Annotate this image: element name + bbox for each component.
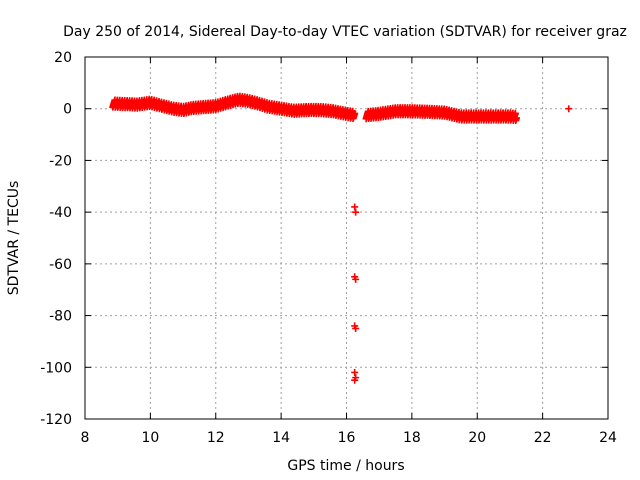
x-tick-label: 8 xyxy=(81,430,90,446)
y-tick-label: 0 xyxy=(63,102,72,118)
data-point xyxy=(512,114,520,122)
chart-title: Day 250 of 2014, Sidereal Day-to-day VTE… xyxy=(63,24,627,40)
data-point xyxy=(351,109,359,117)
x-tick-label: 22 xyxy=(534,430,552,446)
data-points xyxy=(109,92,573,384)
x-tick-label: 14 xyxy=(272,430,290,446)
y-tick-label: -60 xyxy=(49,257,72,273)
axis-ticks xyxy=(84,56,609,420)
data-point xyxy=(351,376,359,384)
x-tick-label: 12 xyxy=(207,430,225,446)
x-tick-label: 16 xyxy=(338,430,356,446)
x-tick-label: 20 xyxy=(468,430,486,446)
x-tick-label: 10 xyxy=(141,430,159,446)
y-tick-labels: -120 -100 -80 -60 -40 -20 0 20 xyxy=(40,50,72,428)
x-axis-label: GPS time / hours xyxy=(287,458,404,474)
data-point xyxy=(511,109,519,117)
y-tick-label: 20 xyxy=(54,50,72,66)
data-point xyxy=(565,105,573,113)
y-tick-label: -100 xyxy=(40,360,72,376)
data-point xyxy=(352,208,360,216)
data-point xyxy=(351,368,359,376)
x-tick-labels: 8 10 12 14 16 18 20 22 24 xyxy=(81,430,617,446)
y-tick-label: -120 xyxy=(40,412,72,428)
data-point xyxy=(352,325,360,332)
data-point xyxy=(351,203,359,211)
y-tick-label: -40 xyxy=(49,205,72,221)
y-axis-label: SDTVAR / TECUs xyxy=(6,181,22,296)
x-tick-label: 24 xyxy=(599,430,617,446)
data-point xyxy=(352,275,360,283)
y-tick-label: -20 xyxy=(49,153,72,169)
x-tick-label: 18 xyxy=(403,430,421,446)
y-tick-label: -80 xyxy=(49,309,72,325)
